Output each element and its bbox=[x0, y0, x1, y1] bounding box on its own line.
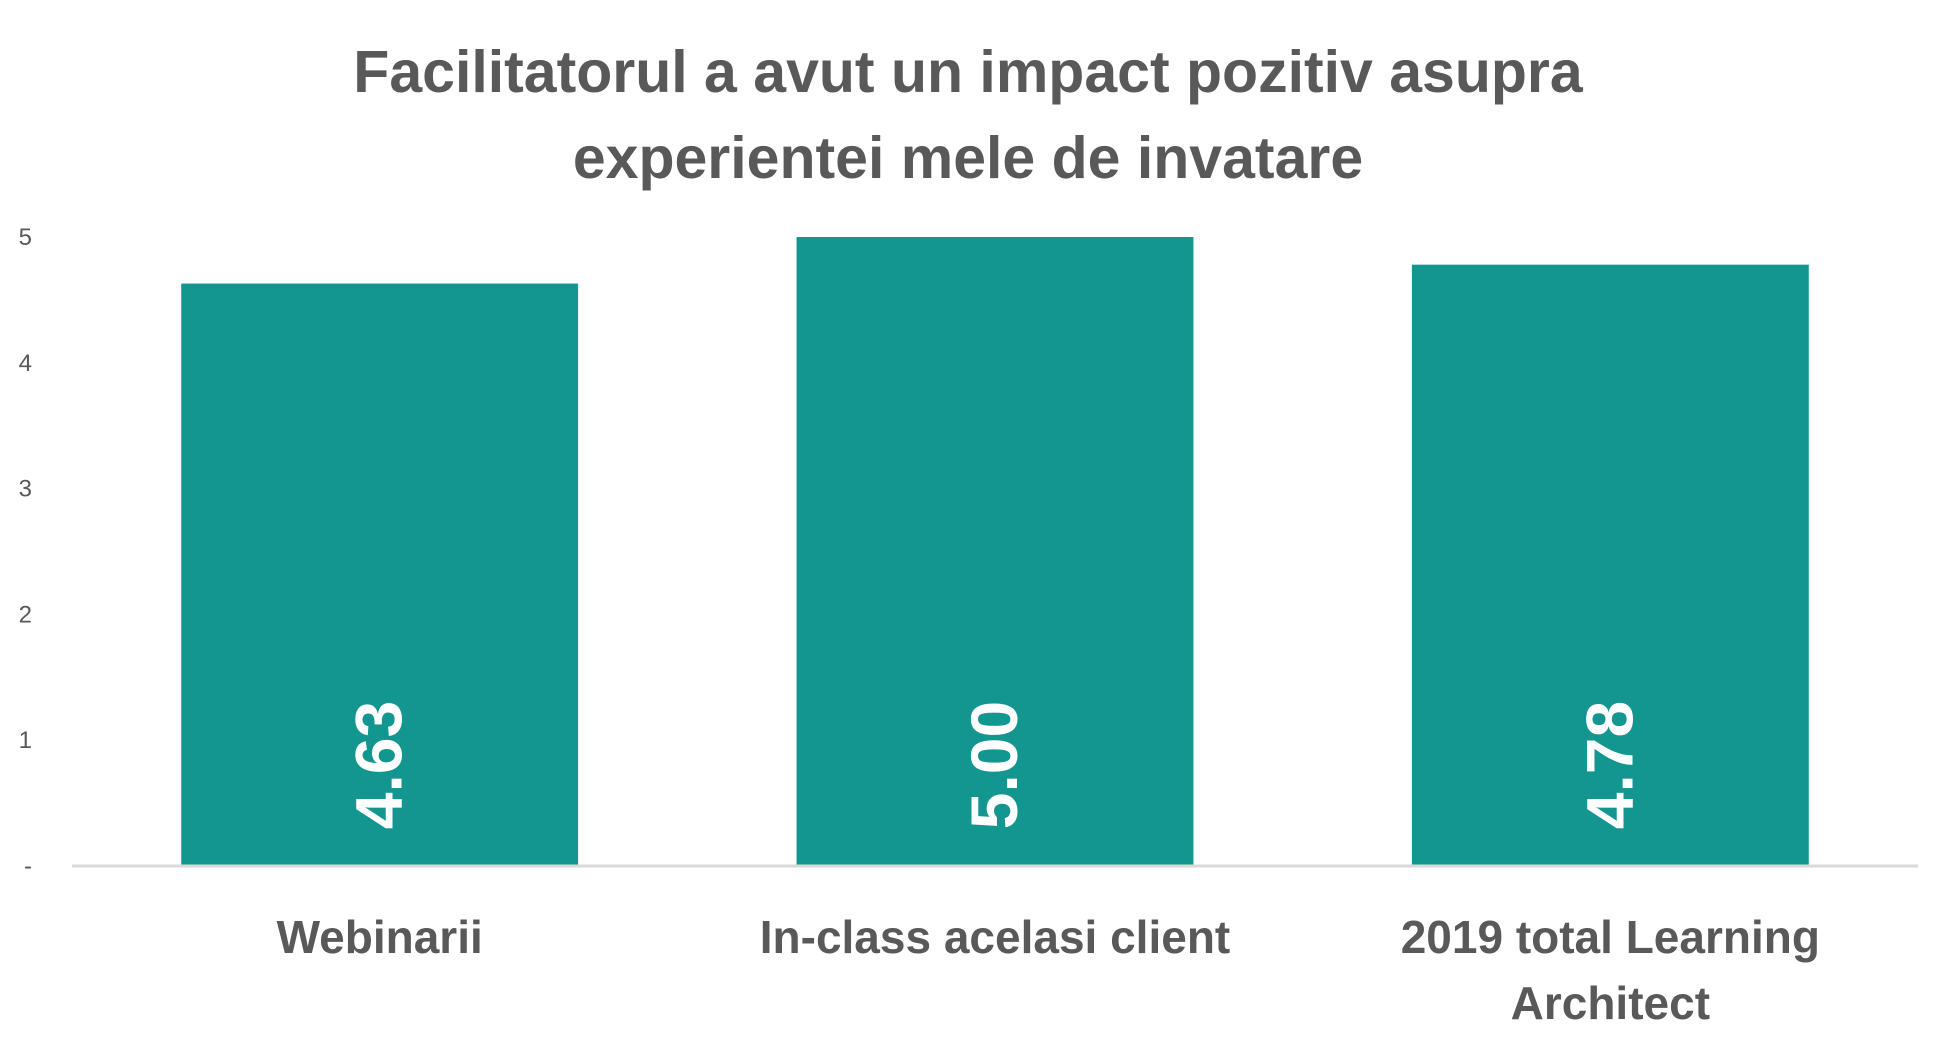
y-axis: - 1 2 3 4 5 bbox=[19, 224, 32, 880]
y-tick-label: 1 bbox=[19, 727, 32, 754]
data-label: 4.63 bbox=[342, 701, 416, 829]
x-tick-label: Architect bbox=[1511, 977, 1710, 1029]
x-tick-label: Webinarii bbox=[277, 911, 483, 963]
x-tick-label: In-class acelasi client bbox=[760, 911, 1231, 963]
bar bbox=[1411, 264, 1809, 866]
chart-title-line-1: Facilitatorul a avut un impact pozitiv a… bbox=[353, 39, 1584, 105]
x-axis: Webinarii In-class acelasi client 2019 tot… bbox=[277, 911, 1820, 1029]
data-label: 4.78 bbox=[1572, 701, 1646, 829]
y-tick-label: - bbox=[24, 853, 32, 880]
y-tick-label: 3 bbox=[19, 476, 32, 503]
data-label: 5.00 bbox=[957, 701, 1031, 829]
bar bbox=[181, 283, 579, 866]
y-tick-label: 4 bbox=[19, 350, 32, 377]
chart-title-line-2: experientei mele de invatare bbox=[573, 125, 1363, 191]
x-tick-label: 2019 total Learning bbox=[1401, 911, 1820, 963]
bar bbox=[796, 237, 1194, 866]
y-tick-label: 5 bbox=[19, 224, 32, 251]
y-tick-label: 2 bbox=[19, 601, 32, 628]
bars-group: 4.63 5.00 4.78 bbox=[181, 237, 1809, 866]
